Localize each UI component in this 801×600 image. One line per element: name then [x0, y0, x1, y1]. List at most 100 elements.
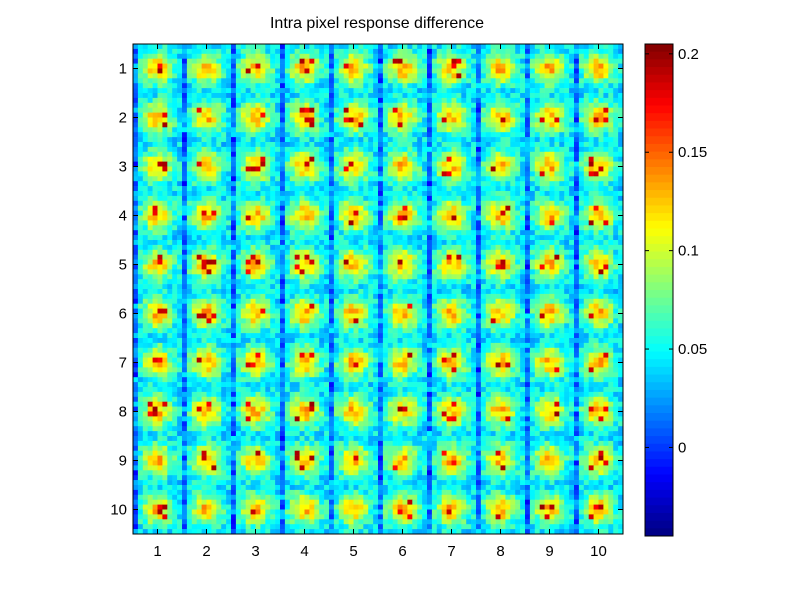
heatmap-cell [412, 195, 418, 202]
heatmap-cell [177, 161, 183, 167]
heatmap-cell [598, 156, 604, 162]
heatmap-cell [329, 244, 335, 251]
heatmap-cell [319, 107, 325, 113]
heatmap-cell [378, 249, 384, 255]
heatmap-cell [284, 264, 291, 270]
heatmap-cell [162, 127, 168, 133]
heatmap-cell [441, 205, 447, 211]
heatmap-cell [539, 191, 545, 197]
heatmap-cell [245, 93, 251, 99]
heatmap-cell [476, 63, 482, 69]
heatmap-cell [304, 181, 310, 187]
heatmap-cell [368, 102, 374, 108]
heatmap-cell [299, 274, 305, 280]
heatmap-cell [270, 156, 276, 162]
heatmap-cell [436, 244, 442, 251]
heatmap-cell [593, 83, 599, 89]
heatmap-cell [476, 171, 482, 177]
heatmap-cell [133, 132, 139, 138]
heatmap-cell [309, 73, 315, 79]
heatmap-cell [490, 68, 496, 74]
heatmap-cell [529, 279, 536, 285]
heatmap-cell [417, 284, 423, 290]
heatmap-cell [196, 220, 202, 226]
heatmap-cell [201, 142, 207, 148]
heatmap-cell [387, 127, 393, 133]
heatmap-cell [191, 146, 197, 153]
heatmap-cell [157, 73, 163, 79]
heatmap-cell [387, 63, 393, 69]
heatmap-cell [280, 254, 286, 260]
heatmap-cell [201, 132, 207, 138]
heatmap-cell [397, 97, 403, 104]
heatmap-cell [240, 186, 246, 192]
heatmap-cell [613, 191, 619, 197]
heatmap-cell [544, 142, 550, 148]
heatmap-cell [235, 58, 242, 64]
heatmap-cell [324, 264, 330, 270]
heatmap-cell [275, 48, 281, 55]
heatmap-cell [231, 171, 237, 177]
heatmap-cell [231, 44, 237, 50]
heatmap-cell [495, 58, 501, 64]
heatmap-cell [167, 127, 173, 133]
heatmap-cell [407, 220, 413, 226]
heatmap-cell [162, 269, 168, 275]
heatmap-cell [137, 48, 144, 55]
heatmap-cell [250, 93, 256, 99]
heatmap-cell [353, 156, 359, 162]
heatmap-cell [539, 254, 545, 260]
heatmap-cell [314, 279, 320, 285]
heatmap-cell [618, 279, 624, 285]
heatmap-cell [461, 284, 467, 290]
heatmap-cell [275, 53, 281, 59]
heatmap-cell [147, 156, 153, 162]
heatmap-cell [466, 279, 472, 285]
heatmap-cell [363, 53, 369, 59]
heatmap-cell [446, 83, 452, 89]
heatmap-cell [221, 117, 227, 123]
heatmap-cell [520, 68, 526, 74]
heatmap-cell [265, 244, 271, 251]
heatmap-cell [412, 186, 418, 192]
heatmap-cell [441, 161, 447, 167]
heatmap-cell [480, 48, 487, 55]
heatmap-cell [402, 264, 408, 270]
heatmap-cell [255, 230, 261, 236]
heatmap-cell [436, 161, 442, 167]
heatmap-cell [598, 220, 604, 226]
heatmap-cell [275, 205, 281, 211]
heatmap-cell [554, 274, 560, 280]
heatmap-cell [427, 117, 433, 123]
heatmap-cell [353, 146, 359, 153]
heatmap-cell [294, 181, 300, 187]
heatmap-cell [211, 142, 217, 148]
heatmap-cell [500, 156, 506, 162]
heatmap-cell [436, 156, 442, 162]
heatmap-cell [373, 264, 379, 270]
heatmap-cell [289, 102, 295, 108]
heatmap-cell [490, 269, 496, 275]
heatmap-cell [137, 254, 144, 260]
heatmap-cell [554, 171, 560, 177]
heatmap-cell [544, 78, 550, 84]
heatmap-cell [476, 269, 482, 275]
heatmap-cell [578, 210, 585, 216]
heatmap-cell [378, 186, 384, 192]
heatmap-cell [216, 83, 222, 89]
heatmap-cell [539, 68, 545, 74]
heatmap-cell [554, 161, 560, 167]
heatmap-cell [539, 107, 545, 113]
heatmap-cell [250, 235, 256, 241]
heatmap [133, 44, 624, 535]
heatmap-cell [329, 88, 335, 94]
heatmap-cell [402, 235, 408, 241]
heatmap-cell [245, 137, 251, 143]
heatmap-cell [515, 191, 521, 197]
heatmap-cell [294, 107, 300, 113]
heatmap-cell [275, 220, 281, 226]
heatmap-cell [358, 244, 364, 251]
heatmap-cell [329, 225, 335, 231]
heatmap-cell [157, 68, 163, 74]
heatmap-cell [201, 235, 207, 241]
